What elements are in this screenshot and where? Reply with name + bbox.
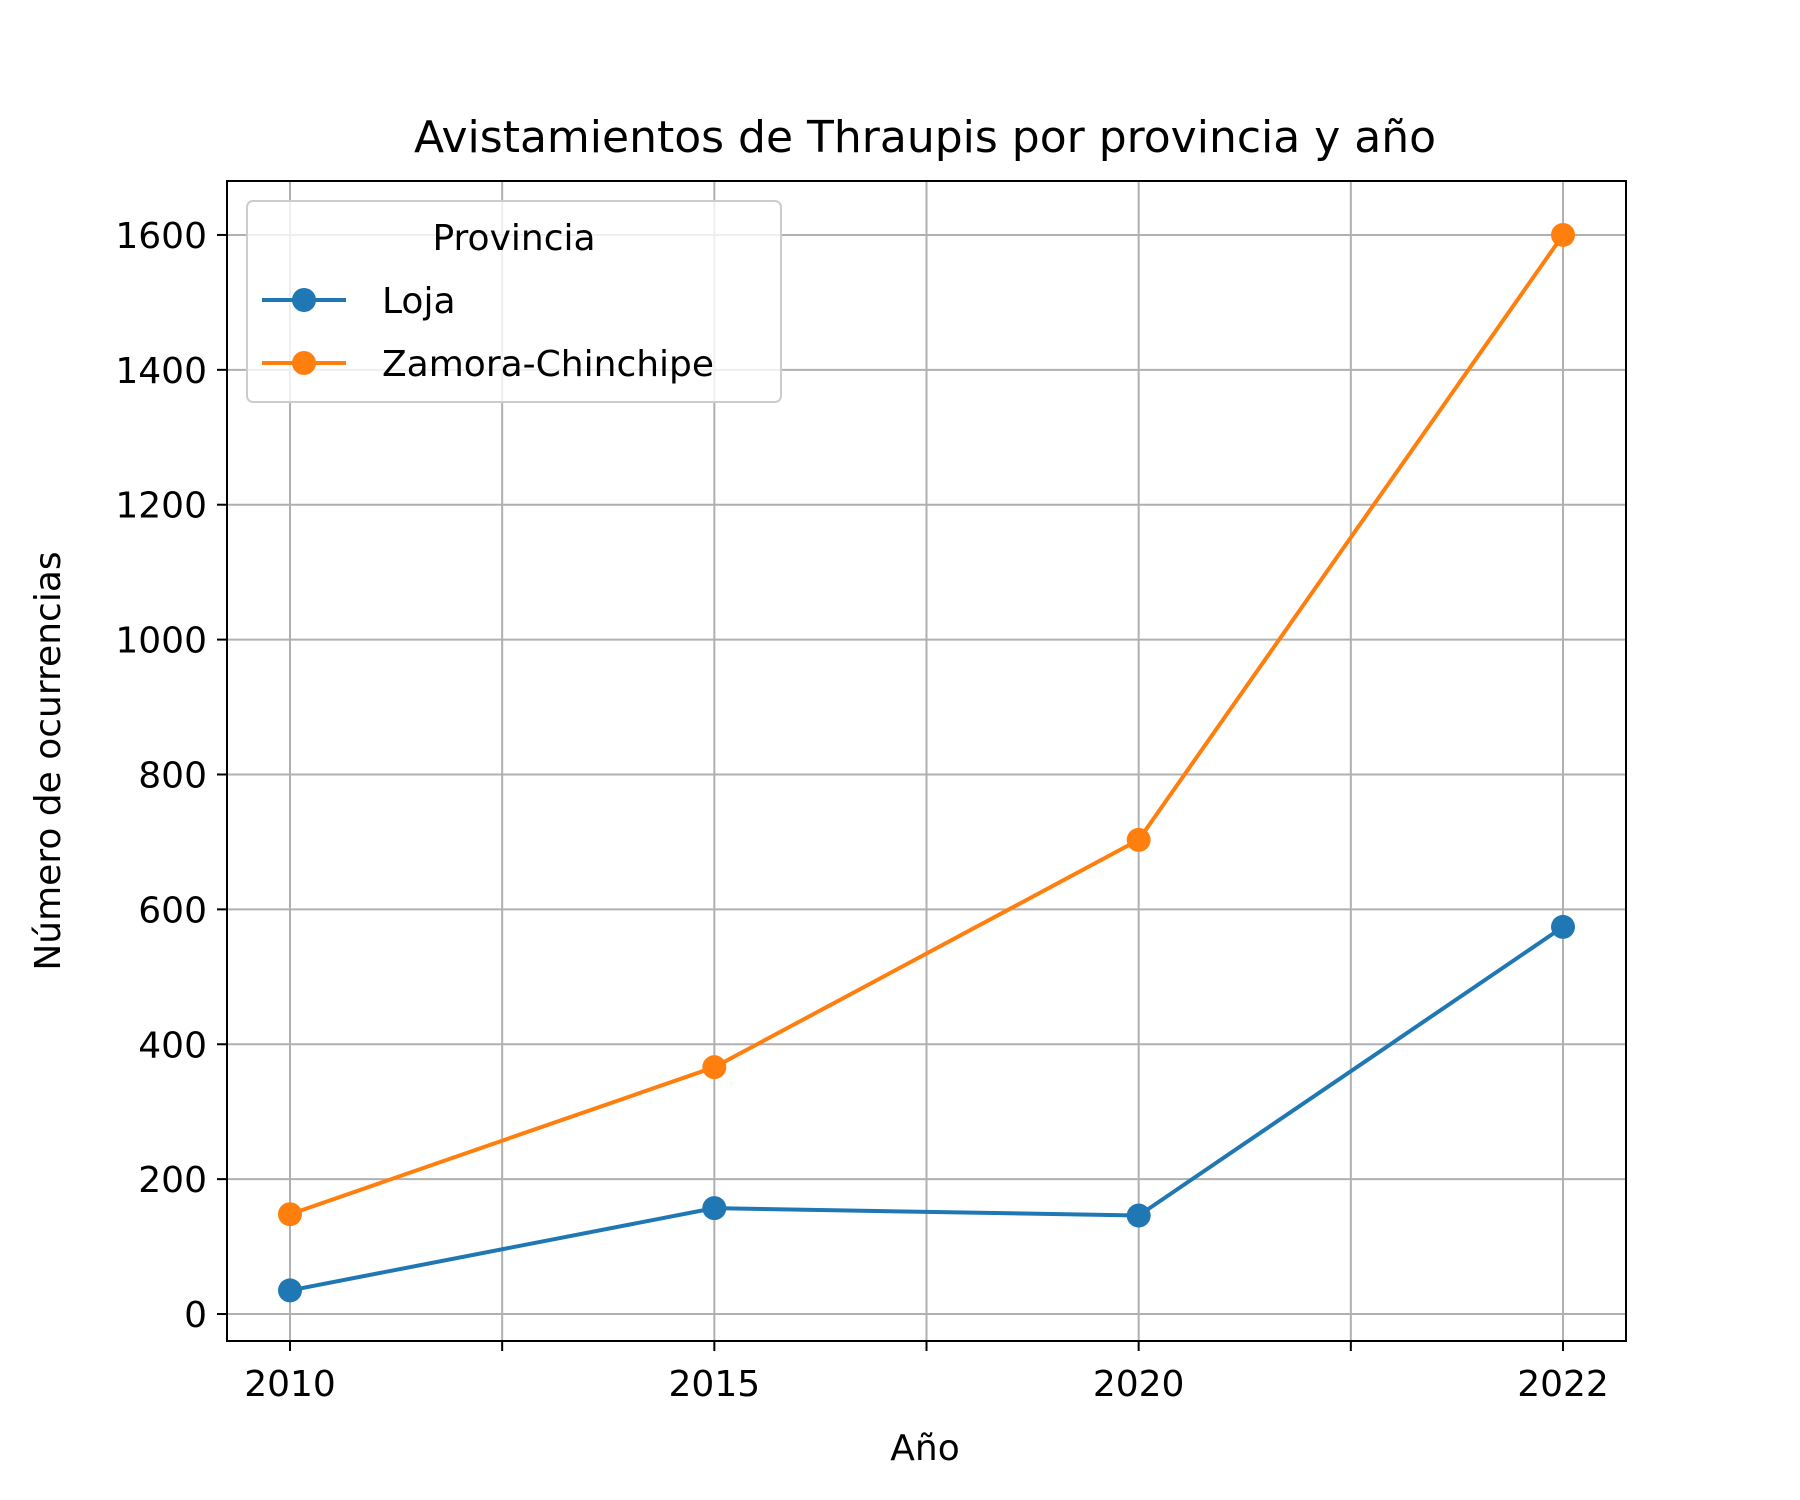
x-tick-label: 2010 [244,1364,336,1405]
series-layer [278,222,1575,1303]
y-tick-label: 1000 [115,621,207,662]
legend-marker-zamora-chinchipe [292,351,316,375]
y-tick-label: 800 [138,755,207,796]
y-tick-label: 1600 [115,216,207,257]
data-point-loja [1126,1203,1151,1228]
chart-title: Avistamientos de Thraupis por provincia … [414,112,1436,163]
legend-title: Provincia [432,218,595,259]
x-axis-label: Año [890,1428,959,1469]
legend: Provincia Loja Zamora-Chinchipe [246,200,782,403]
data-point-zamora-chinchipe [278,1202,302,1227]
y-tick-label: 1200 [115,486,207,527]
data-point-loja [278,1278,302,1303]
legend-box [246,200,782,403]
x-tick-label: 2015 [669,1364,761,1405]
legend-label-loja: Loja [382,281,456,322]
data-point-zamora-chinchipe [1126,827,1151,852]
y-axis-label: Número de ocurrencias [28,551,69,970]
y-tick-label: 400 [138,1025,207,1066]
x-tick-label: 2020 [1093,1364,1185,1405]
series-line-loja [289,925,1565,1293]
legend-entries: Loja Zamora-Chinchipe [262,281,714,385]
legend-marker-loja [292,288,316,312]
y-tick-label: 600 [138,890,207,931]
data-point-zamora-chinchipe [702,1055,727,1080]
grid-lines [227,181,1626,1341]
data-point-zamora-chinchipe [1551,222,1575,247]
y-tick-label: 0 [184,1295,207,1336]
data-point-loja [702,1196,727,1221]
axes: 2010 2015 2020 2022 0 200 400 600 800 1000 1200 140… [115,216,1608,1405]
x-tick-label: 2022 [1517,1364,1609,1405]
legend-label-zamora-chinchipe: Zamora-Chinchipe [382,344,714,385]
series-line-zamora-chinchipe [289,233,1565,1217]
y-tick-label: 1400 [115,351,207,392]
data-point-loja [1551,914,1575,939]
y-tick-label: 200 [138,1160,207,1201]
